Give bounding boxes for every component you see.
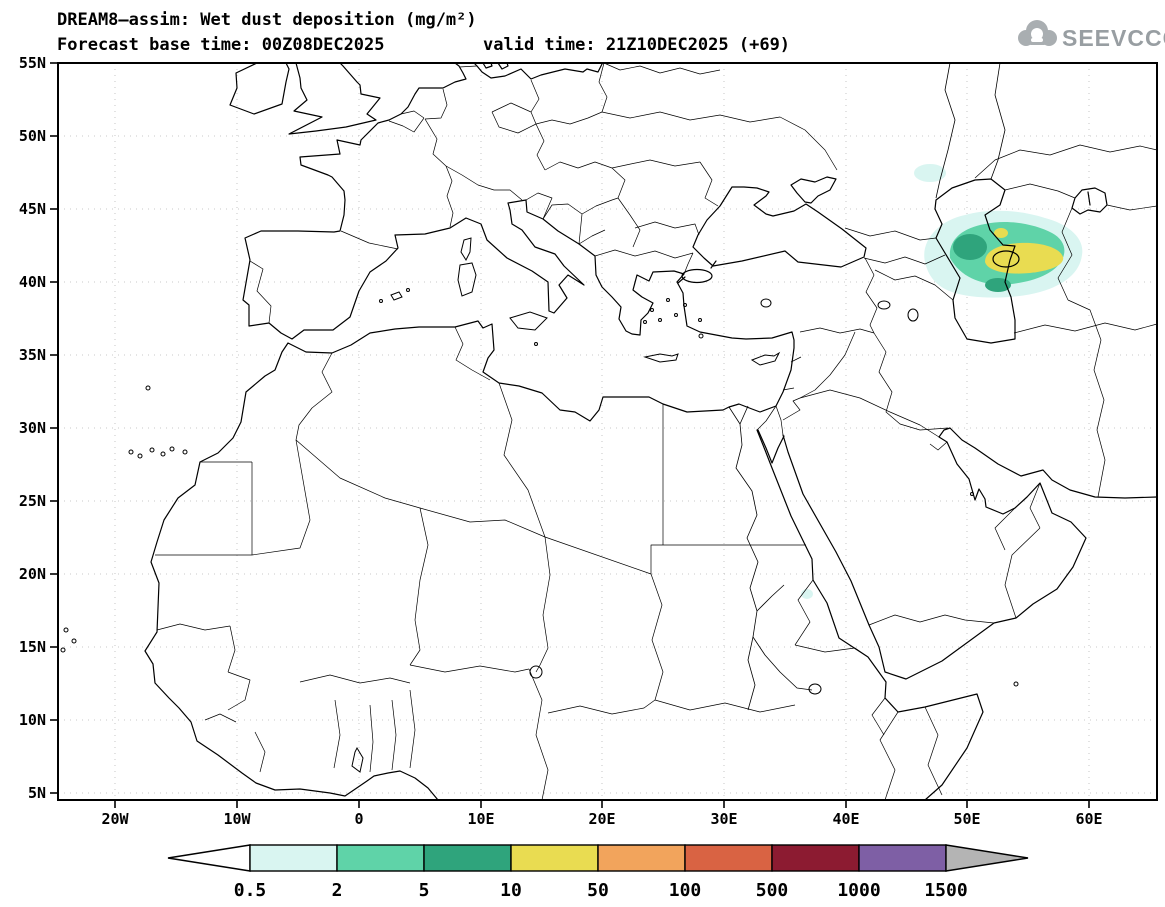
lon-label: 60E	[1075, 810, 1102, 828]
gridlines	[58, 63, 1157, 800]
shade-level-5-b	[985, 278, 1011, 292]
colorbar-label: 100	[669, 880, 702, 901]
rivers	[728, 62, 1006, 711]
colorbar-segment-0.5-2	[249, 844, 338, 872]
dust-deposition-shading	[801, 164, 1083, 599]
lat-label: 50N	[19, 127, 46, 145]
colorbar-label: 5	[419, 880, 430, 901]
shade-level-10-dot	[994, 228, 1008, 238]
colorbar-label: 1500	[924, 880, 967, 901]
colorbar-segment-100-500	[684, 844, 773, 872]
valid-time: valid time: 21Z10DEC2025 (+69)	[483, 35, 790, 55]
lat-label: 20N	[19, 565, 46, 583]
seevccc-logo: SEEVCCC	[1018, 20, 1165, 51]
lon-label: 20E	[588, 810, 615, 828]
lon-label: 40E	[832, 810, 859, 828]
latitude-labels: 55N 50N 45N 40N 35N 30N 25N 20N 15N 10N …	[19, 54, 46, 802]
lat-label: 40N	[19, 273, 46, 291]
shade-level-5-a	[953, 234, 987, 260]
lat-label: 35N	[19, 346, 46, 364]
colorbar-label: 500	[756, 880, 789, 901]
shade-patch-north-caspian	[914, 164, 946, 182]
country-borders	[155, 62, 1158, 801]
lon-label: 10W	[223, 810, 251, 828]
forecast-base-time: Forecast base time: 00Z08DEC2025	[57, 35, 385, 55]
cloud-icon	[1018, 20, 1057, 46]
colorbar-segment-500-1000	[771, 844, 860, 872]
lon-label: 20W	[101, 810, 129, 828]
colorbar-segment-10-50	[510, 844, 599, 872]
lon-label: 0	[354, 810, 363, 828]
lon-label: 10E	[467, 810, 494, 828]
map-frame	[57, 62, 1158, 801]
colorbar-left-arrow	[167, 844, 251, 872]
colorbar-labels: 0.5 2 5 10 50 100 500 1000 1500	[234, 880, 968, 901]
islands	[60, 237, 1019, 687]
colorbar-segment-1000-1500	[858, 844, 947, 872]
page-title: DREAM8–assim: Wet dust deposition (mg/m²…	[57, 10, 477, 30]
logo-text: SEEVCCC	[1062, 25, 1165, 51]
colorbar: 0.5 2 5 10 50 100 500 1000 1500	[167, 844, 1029, 901]
lat-label: 5N	[28, 784, 46, 802]
lon-label: 30E	[710, 810, 737, 828]
axis-ticks	[50, 62, 1090, 808]
lat-label: 45N	[19, 200, 46, 218]
lat-label: 15N	[19, 638, 46, 656]
colorbar-label: 2	[332, 880, 343, 901]
colorbar-label: 50	[587, 880, 609, 901]
colorbar-label: 1000	[837, 880, 880, 901]
colorbar-label: 10	[500, 880, 522, 901]
lat-label: 30N	[19, 419, 46, 437]
lakes	[351, 298, 919, 773]
colorbar-segment-50-100	[597, 844, 686, 872]
lon-label: 50E	[953, 810, 980, 828]
colorbar-right-arrow	[945, 844, 1029, 872]
colorbar-segment-5-10	[423, 844, 512, 872]
lat-label: 10N	[19, 711, 46, 729]
colorbar-segment-2-5	[336, 844, 425, 872]
colorbar-label: 0.5	[234, 880, 267, 901]
lat-label: 55N	[19, 54, 46, 72]
lat-label: 25N	[19, 492, 46, 510]
longitude-labels: 20W 10W 0 10E 20E 30E 40E 50E 60E	[101, 810, 1102, 828]
coastlines	[144, 62, 1158, 801]
